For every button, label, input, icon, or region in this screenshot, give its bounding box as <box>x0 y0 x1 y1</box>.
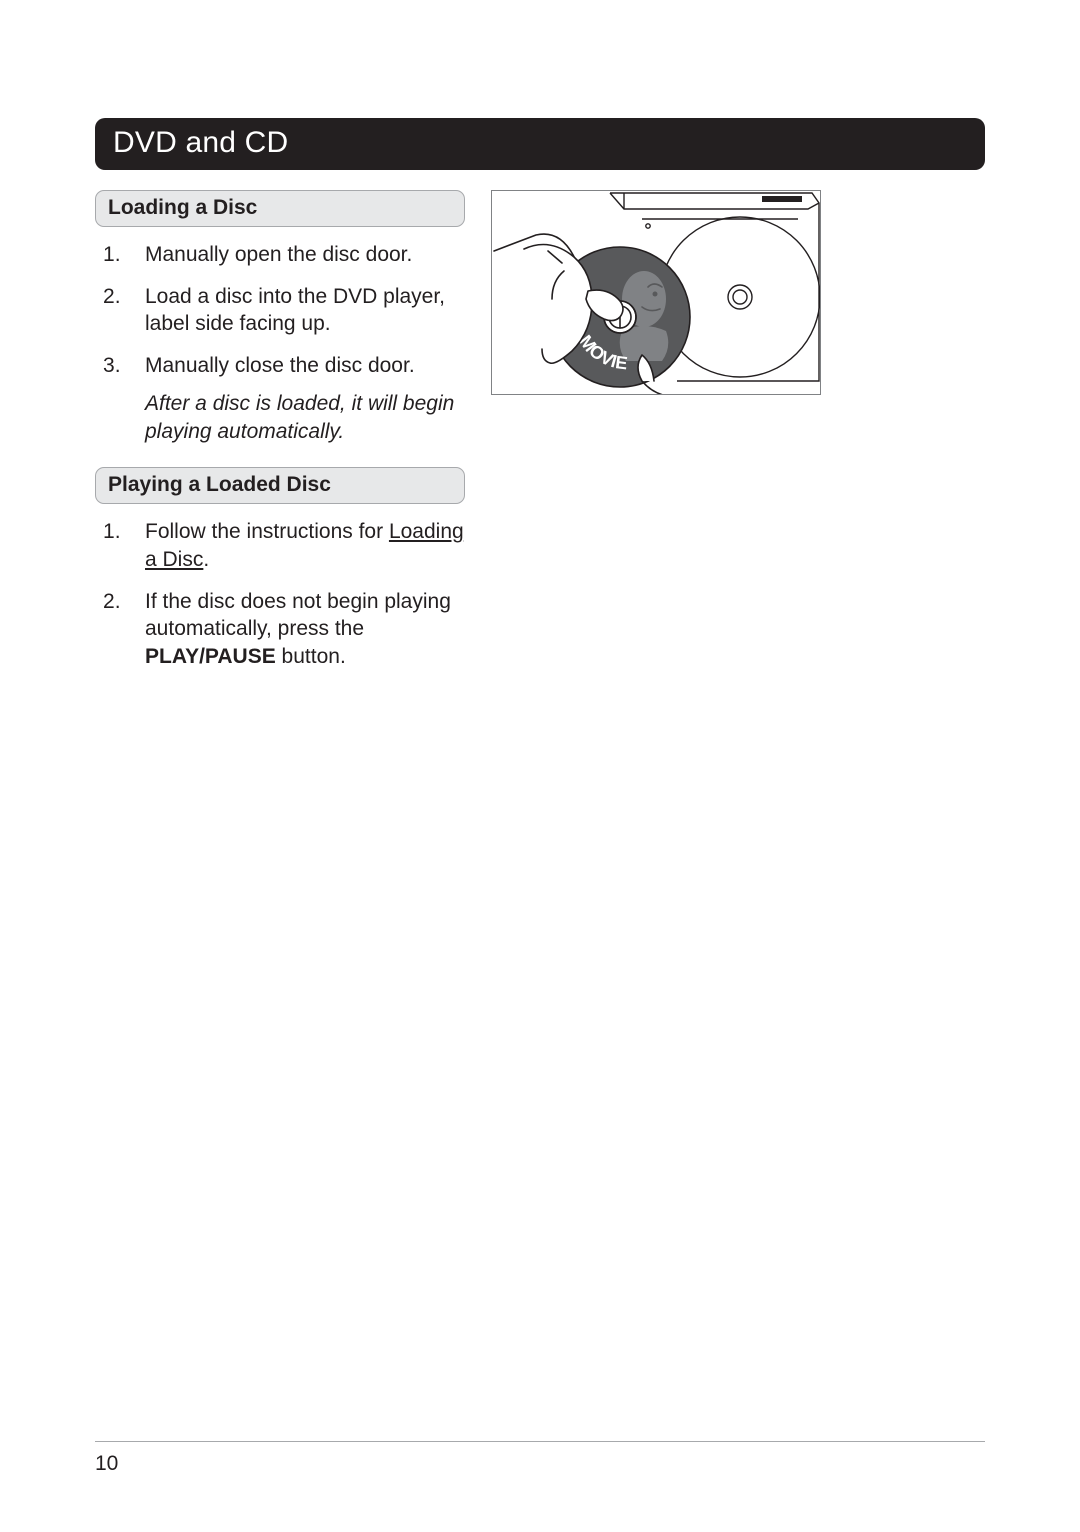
subheading-loading: Loading a Disc <box>95 190 465 227</box>
loading-step-3: Manually close the disc door. After a di… <box>95 352 465 445</box>
disc-loading-figure: MOVIE <box>491 190 821 395</box>
left-column: Loading a Disc Manually open the disc do… <box>95 190 465 693</box>
loading-step-1: Manually open the disc door. <box>95 241 465 269</box>
two-column-layout: Loading a Disc Manually open the disc do… <box>95 190 985 693</box>
right-column: MOVIE <box>491 190 821 693</box>
manual-page: DVD and CD Loading a Disc Manually open … <box>0 0 1080 1532</box>
playing-steps-list: Follow the instructions for Loading a Di… <box>95 518 465 671</box>
loading-steps-list: Manually open the disc door. Load a disc… <box>95 241 465 445</box>
playing-step-2: If the disc does not begin playing autom… <box>95 588 465 671</box>
step-text-part: . <box>203 548 209 571</box>
step-text: Load a disc into the DVD player, label s… <box>145 285 445 336</box>
section-title: DVD and CD <box>113 126 288 159</box>
step-text: Manually open the disc door. <box>145 243 412 266</box>
loading-step-2: Load a disc into the DVD player, label s… <box>95 283 465 338</box>
play-pause-label: PLAY/PAUSE <box>145 645 276 668</box>
step-text-part: button. <box>276 645 346 668</box>
step-text-part: Follow the instructions for <box>145 520 389 543</box>
playing-step-1: Follow the instructions for Loading a Di… <box>95 518 465 573</box>
footer-rule <box>95 1441 985 1442</box>
section-title-bar: DVD and CD <box>95 118 985 170</box>
subheading-playing: Playing a Loaded Disc <box>95 467 465 504</box>
page-number: 10 <box>95 1452 118 1476</box>
step-text: Manually close the disc door. <box>145 354 415 377</box>
step-text-part: If the disc does not begin playing autom… <box>145 590 451 641</box>
loading-note: After a disc is loaded, it will begin pl… <box>145 390 465 445</box>
disc-loading-illustration: MOVIE <box>492 191 821 395</box>
